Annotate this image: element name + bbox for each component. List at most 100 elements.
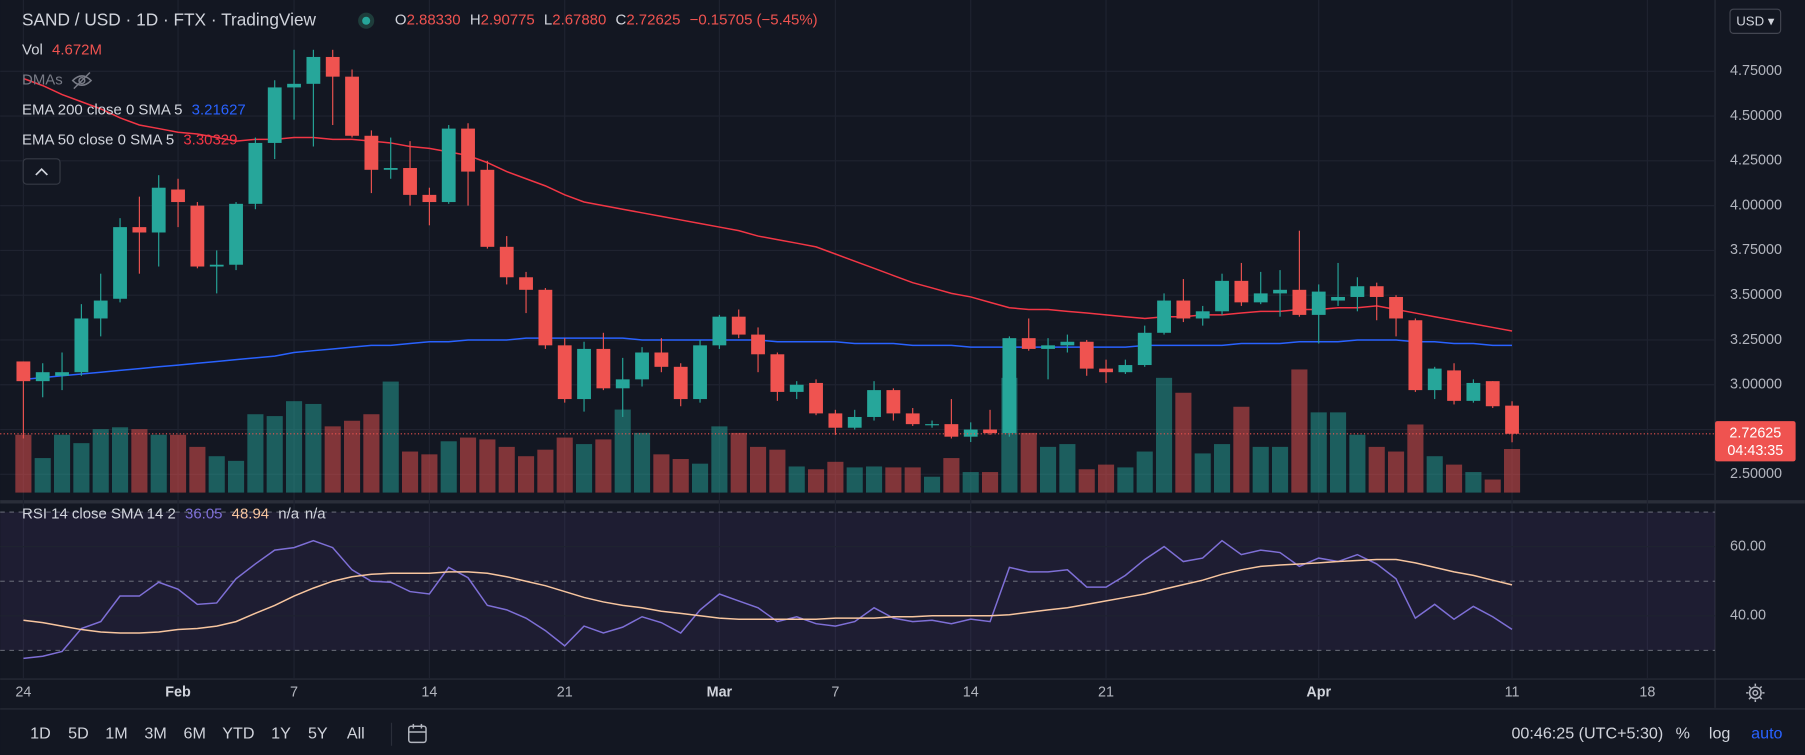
volume-bar (440, 441, 457, 493)
volume-bar (807, 469, 825, 493)
candle-body (1079, 341, 1094, 369)
candle-body (422, 194, 437, 203)
candle-body (190, 205, 205, 267)
range-button[interactable]: 1D (30, 725, 51, 743)
volume-bar (266, 416, 283, 493)
eye-pupil (78, 76, 86, 85)
candle-body (1157, 300, 1171, 333)
candle-body (557, 345, 572, 400)
candle-body (209, 264, 224, 267)
volume-bar (769, 449, 786, 493)
volume-bar (459, 437, 477, 493)
volume-bar (343, 420, 361, 493)
candle-body (1408, 320, 1423, 391)
candle-body (693, 345, 707, 400)
chevron-up (35, 167, 48, 176)
volume-bar (1039, 446, 1057, 493)
candle-body (1311, 291, 1326, 315)
currency-button[interactable]: USD ▾ (1729, 8, 1782, 34)
candle-body (1002, 338, 1017, 434)
range-button[interactable]: 3M (144, 725, 166, 743)
x-tick-label: 14 (963, 685, 979, 701)
candle-body (1137, 332, 1152, 366)
candle-body (1099, 368, 1113, 373)
volume-bar (846, 467, 863, 493)
candle-body (983, 429, 997, 434)
candle-body (74, 318, 89, 373)
volume (15, 369, 1521, 493)
candle-body (538, 289, 553, 346)
volume-bar (1291, 369, 1308, 493)
volume-bar (1097, 464, 1115, 493)
volume-legend: Vol 4.672M (22, 42, 102, 59)
candle-body (480, 169, 495, 247)
candle-body (364, 135, 379, 170)
symbol: SAND / USD · 1D · FTX · TradingView (22, 9, 316, 29)
volume-bar (208, 456, 225, 493)
currency: USD ▾ (1736, 13, 1775, 28)
scale-option[interactable]: auto (1751, 725, 1782, 743)
y-tick-label: 3.50000 (1730, 287, 1782, 303)
candle-body (287, 83, 301, 88)
ohlc-label: L (544, 12, 552, 29)
range-button[interactable]: 5D (68, 725, 89, 743)
candle-body (596, 348, 611, 389)
candle-body (1485, 381, 1500, 407)
volume-bar (1252, 446, 1269, 493)
volume-bar (749, 446, 767, 493)
volume-bar (401, 451, 419, 493)
scale-option[interactable]: % (1676, 725, 1690, 743)
y-tick-label: 4.75000 (1730, 63, 1782, 79)
volume-bar (672, 459, 689, 493)
ohlc-label: H (470, 12, 481, 29)
range-button[interactable]: All (347, 725, 365, 743)
candle-body (963, 429, 978, 437)
eye-off-icon[interactable] (71, 71, 93, 90)
legend-name: Vol (22, 42, 43, 59)
x-tick-label: 21 (1098, 685, 1114, 701)
candle-body (325, 56, 340, 77)
range-button[interactable]: 6M (183, 725, 205, 743)
ohlc-label: O (395, 12, 407, 29)
range-button[interactable]: 1Y (271, 725, 291, 743)
rsi-legend: RSI 14 close SMA 14 2 36.05 48.94 n/a n/a (22, 505, 326, 522)
volume-bar (711, 426, 728, 493)
volume-bar (34, 458, 51, 493)
candle-body (1369, 286, 1384, 297)
volume-bar (92, 429, 109, 493)
range-button[interactable]: 1M (105, 725, 127, 743)
x-tick-label: 18 (1639, 685, 1655, 701)
date-range-button[interactable] (408, 723, 427, 744)
candle-body (1060, 341, 1075, 346)
candle-body (905, 413, 920, 425)
range-button[interactable]: 5Y (308, 725, 328, 743)
collapse-button[interactable] (22, 158, 61, 185)
volume-bar (730, 432, 747, 493)
candle-body (403, 168, 417, 195)
candle-body (1021, 338, 1036, 349)
x-tick-label: 14 (421, 685, 437, 701)
candle-body (847, 416, 862, 428)
candle-body (789, 384, 804, 392)
settings-gear[interactable] (1746, 683, 1765, 703)
candle-body (1427, 368, 1442, 391)
volume-bar (1194, 453, 1211, 493)
candle-body (461, 128, 475, 172)
volume-bar (15, 434, 32, 493)
scale-option[interactable]: log (1709, 725, 1731, 743)
volume-bar (1329, 412, 1347, 493)
candle-body (770, 354, 785, 392)
candle-body (1350, 286, 1365, 297)
button-frame (1729, 8, 1782, 34)
candle-body (93, 300, 108, 319)
range-button[interactable]: YTD (222, 725, 254, 743)
ohlc-value: 2.88330 (407, 12, 461, 29)
ohlc-value: 2.90775 (481, 12, 535, 29)
volume-bar (1407, 424, 1424, 493)
last-price-label: 2.72625 (1729, 426, 1781, 442)
y-tick-label: 3.00000 (1730, 377, 1782, 393)
volume-bar (537, 449, 554, 493)
volume-bar (498, 446, 515, 493)
volume-bar (1117, 467, 1134, 493)
volume-bar (1465, 472, 1482, 493)
